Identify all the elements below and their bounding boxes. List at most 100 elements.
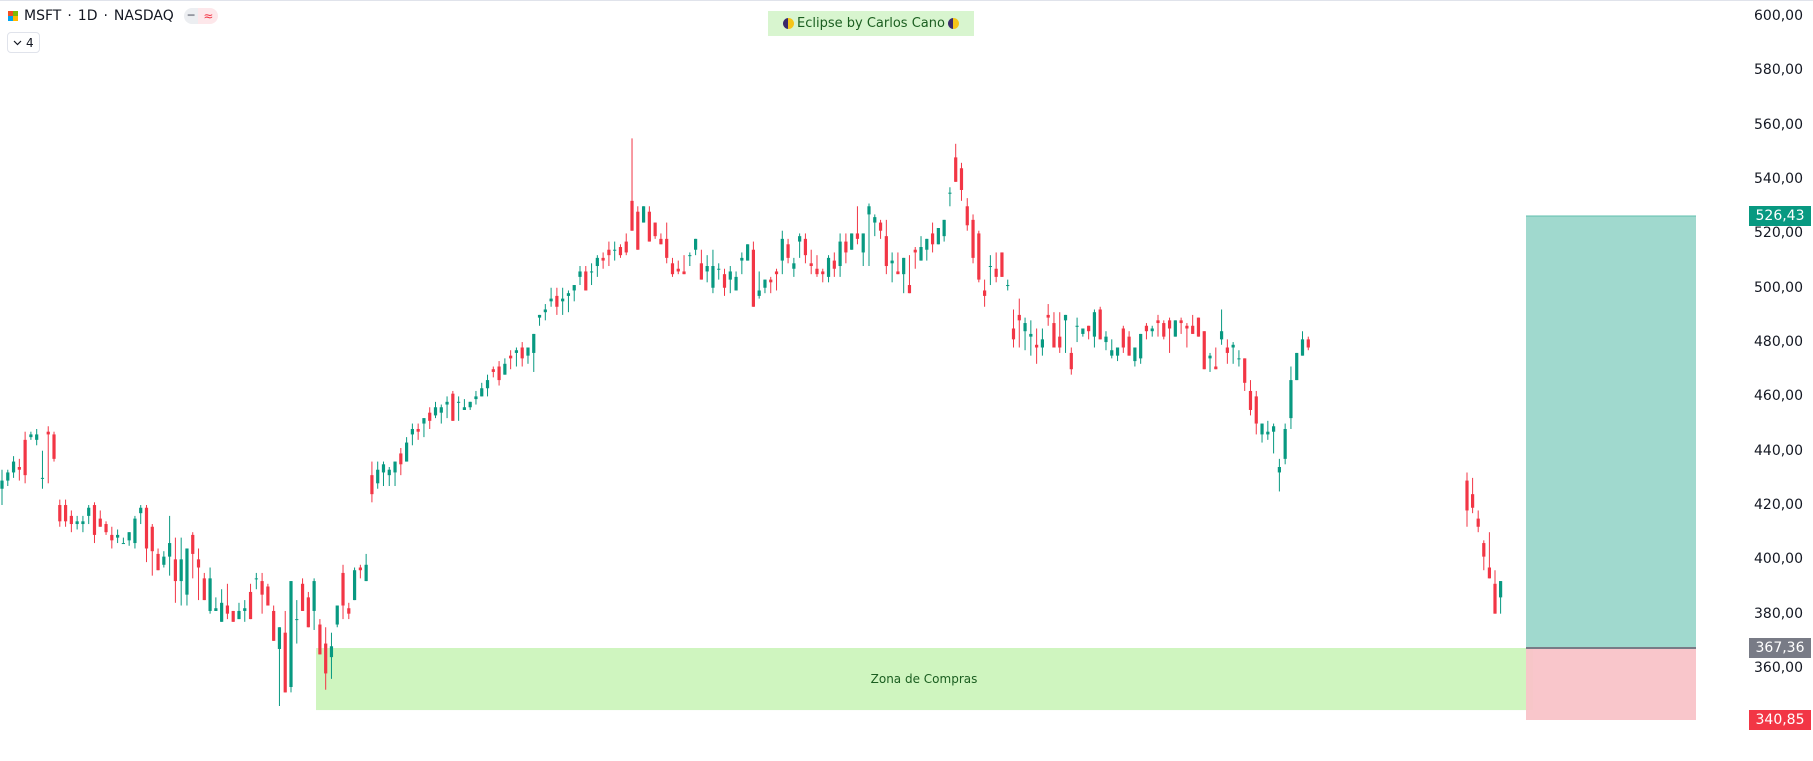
market-status-pill[interactable]: ━ ≈ — [183, 8, 219, 24]
price-axis-label: 380,00 — [1754, 605, 1803, 622]
candle — [884, 236, 888, 267]
candle — [509, 355, 513, 359]
candle — [474, 396, 478, 400]
candle — [861, 233, 865, 253]
price-axis-label: 400,00 — [1754, 551, 1803, 568]
candle — [352, 570, 357, 601]
banner-text: Eclipse by Carlos Cano — [797, 16, 945, 31]
candle — [948, 192, 952, 194]
candle — [734, 276, 738, 291]
candle — [92, 505, 97, 535]
long-position-tool[interactable] — [1526, 215, 1696, 721]
candle — [1191, 325, 1195, 334]
candle — [139, 507, 143, 514]
candle — [46, 431, 50, 435]
candle — [1237, 358, 1241, 360]
candle — [1133, 347, 1137, 362]
candle — [1219, 331, 1224, 340]
candle — [439, 407, 443, 413]
price-axis-label: 360,00 — [1754, 659, 1803, 676]
candle — [35, 434, 39, 440]
candle — [497, 366, 501, 381]
stop-area[interactable] — [1526, 648, 1696, 721]
candle — [283, 632, 287, 693]
candle — [584, 271, 588, 291]
candle — [919, 247, 923, 261]
candle — [699, 263, 703, 280]
candle — [185, 548, 189, 595]
candle — [1248, 390, 1253, 410]
candle — [670, 263, 675, 275]
candle — [393, 461, 397, 473]
candle — [653, 222, 657, 237]
candle — [1139, 333, 1143, 359]
candle — [277, 627, 282, 649]
candle — [1300, 339, 1305, 356]
zona-de-compras-rect[interactable] — [316, 648, 1533, 711]
candle — [63, 505, 68, 522]
approx-icon: ≈ — [198, 8, 219, 24]
candle — [769, 279, 773, 283]
interval[interactable]: 1D — [77, 8, 98, 24]
candle — [543, 309, 547, 313]
candle — [1283, 428, 1287, 459]
eclipse-moon-icon — [783, 18, 795, 29]
candle — [977, 233, 981, 280]
candle — [17, 467, 21, 470]
candle — [514, 350, 519, 353]
candle — [231, 610, 235, 622]
candle — [312, 581, 316, 611]
candle — [1035, 344, 1039, 348]
candle — [173, 559, 177, 582]
candle — [1471, 494, 1475, 508]
candle — [826, 257, 831, 277]
candle — [850, 233, 854, 250]
candle — [318, 624, 322, 655]
price-axis-label: 440,00 — [1754, 442, 1803, 459]
candle — [121, 543, 125, 545]
candle — [1011, 328, 1016, 340]
target-price-tag: 526,43 — [1749, 205, 1811, 226]
candle — [503, 363, 507, 375]
candle — [676, 268, 680, 272]
candle — [971, 219, 975, 258]
candle — [1150, 328, 1154, 332]
candle — [1167, 320, 1172, 329]
separator: · — [103, 8, 108, 24]
candle — [647, 211, 651, 242]
symbol-name[interactable]: MSFT — [24, 8, 62, 24]
candle — [11, 461, 16, 473]
candle — [243, 608, 247, 611]
price-axis-label: 580,00 — [1754, 62, 1803, 79]
zone-label: Zona de Compras — [870, 672, 978, 687]
candle — [168, 543, 172, 557]
candle — [694, 238, 698, 250]
candle — [162, 556, 166, 565]
exchange: NASDAQ — [113, 8, 174, 24]
candle — [792, 263, 796, 269]
candle — [1295, 352, 1299, 381]
candle — [890, 260, 894, 264]
candle — [1121, 328, 1125, 348]
candle — [81, 521, 85, 525]
candle — [705, 266, 709, 272]
candle — [578, 271, 582, 277]
buy-zone[interactable] — [316, 648, 1533, 711]
candle — [537, 314, 542, 318]
candle — [116, 534, 120, 538]
candle — [1104, 336, 1108, 343]
candle — [601, 257, 605, 261]
candle — [6, 472, 10, 481]
price-axis-label: 600,00 — [1754, 8, 1803, 25]
candle — [930, 233, 935, 245]
target-area[interactable] — [1526, 215, 1696, 648]
indicators-toggle-button[interactable]: 4 — [7, 32, 40, 53]
candle — [329, 646, 334, 658]
candle — [815, 268, 819, 275]
candle — [873, 217, 877, 223]
candle — [994, 268, 998, 277]
candle — [589, 271, 594, 273]
candle — [237, 610, 241, 620]
symbol-legend[interactable]: MSFT · 1D · NASDAQ ━ ≈ — [8, 8, 219, 24]
